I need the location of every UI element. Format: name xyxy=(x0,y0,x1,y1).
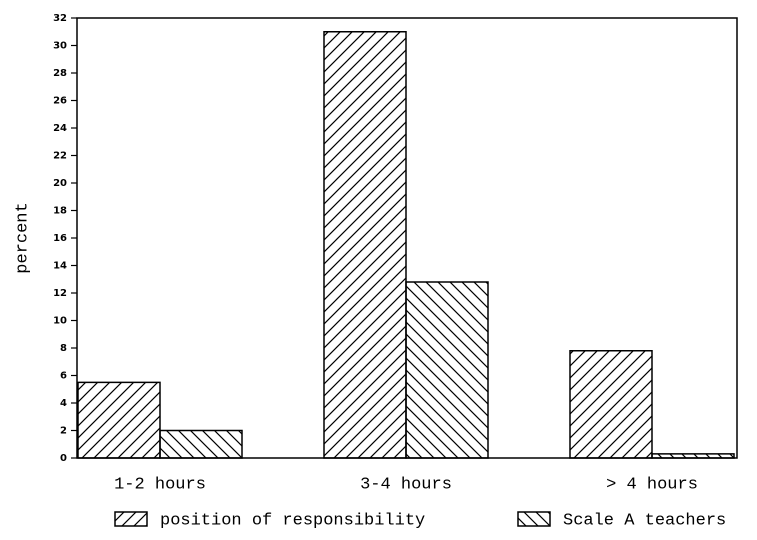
legend-label: Scale A teachers xyxy=(563,511,726,530)
y-tick-label: 12 xyxy=(53,288,67,299)
y-tick-label: 28 xyxy=(53,68,67,79)
y-tick-label: 0 xyxy=(60,453,67,464)
bar xyxy=(405,281,489,459)
y-tick-label: 24 xyxy=(53,123,67,134)
x-tick-label: > 4 hours xyxy=(606,475,698,494)
bar xyxy=(159,429,243,459)
y-tick-label: 16 xyxy=(53,233,67,244)
y-tick-label: 2 xyxy=(60,426,67,437)
y-tick-label: 30 xyxy=(53,41,67,52)
y-tick-label: 10 xyxy=(53,316,67,327)
x-tick-label: 1-2 hours xyxy=(114,475,206,494)
y-tick-label: 18 xyxy=(53,206,67,217)
y-tick-label: 6 xyxy=(60,371,67,382)
y-tick-label: 20 xyxy=(53,178,67,189)
bar xyxy=(651,453,735,459)
legend-swatch xyxy=(517,511,551,527)
y-tick-label: 8 xyxy=(60,343,67,354)
y-tick-label: 14 xyxy=(53,261,67,272)
bar xyxy=(323,31,407,459)
legend-swatch xyxy=(114,511,148,527)
legend-label: position of responsibility xyxy=(160,511,425,530)
y-tick-label: 4 xyxy=(60,398,67,409)
y-axis-label: percent xyxy=(13,202,32,273)
bar xyxy=(77,381,161,459)
y-tick-label: 26 xyxy=(53,96,67,107)
y-tick-label: 32 xyxy=(53,13,67,24)
y-tick-label: 22 xyxy=(53,151,67,162)
bar xyxy=(569,350,653,459)
x-tick-label: 3-4 hours xyxy=(360,475,452,494)
